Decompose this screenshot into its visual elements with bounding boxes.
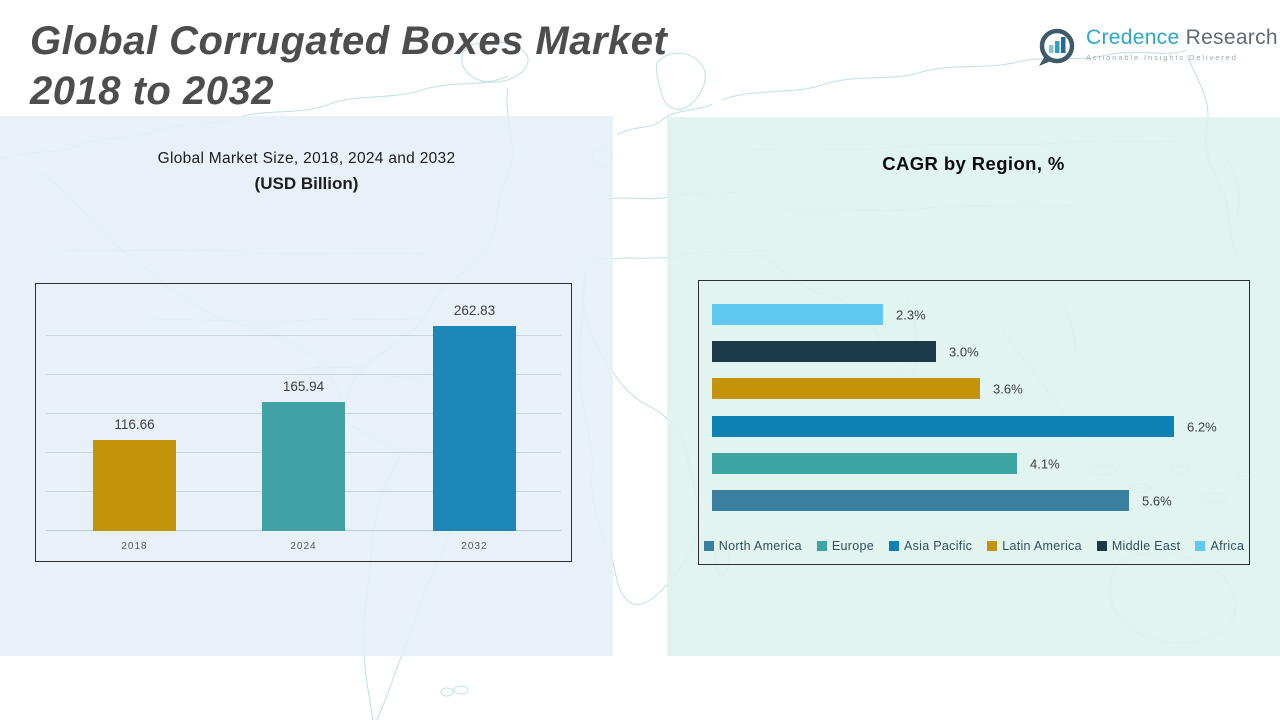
legend-label: Asia Pacific: [903, 539, 973, 553]
market-size-category-label: 2024: [290, 541, 317, 552]
cagr-chart: 2.3% 3.0% 3.6% 6.2% 4.1% 5.6% North America Eu…: [698, 280, 1250, 565]
cagr-bar-latin-america: [712, 378, 980, 399]
legend-swatch: [987, 541, 998, 551]
legend-swatch: [1096, 541, 1107, 551]
market-size-category-label: 2032: [461, 541, 488, 552]
market-size-subtitle-text: (USD Billion): [254, 174, 359, 193]
cagr-bar-asia-pacific: [712, 416, 1174, 437]
cagr-bar-middle-east: [712, 341, 936, 362]
legend-swatch: [1195, 541, 1206, 551]
market-size-chart: 116.66 2018 165.94 2024 262.83 2032: [35, 283, 572, 562]
logo-brand-primary: Credence: [1086, 26, 1180, 49]
legend-item-africa: Africa: [1195, 539, 1244, 553]
legend-label: Europe: [831, 539, 874, 553]
legend-swatch: [816, 541, 827, 551]
legend-item-north-america: North America: [703, 539, 802, 553]
cagr-value-label: 3.0%: [949, 344, 979, 359]
cagr-chart-title: CAGR by Region, %: [882, 153, 1065, 174]
gridline: [46, 335, 561, 336]
market-size-value-label: 165.94: [282, 379, 325, 394]
market-size-bar-2018: [93, 440, 176, 531]
cagr-value-label: 3.6%: [993, 381, 1023, 396]
market-size-value-label: 262.83: [453, 303, 496, 318]
gridline: [46, 374, 561, 375]
cagr-value-label: 5.6%: [1142, 493, 1172, 508]
logo-tagline: Actionable Insights Delivered: [1086, 53, 1238, 62]
legend-label: Latin America: [1002, 539, 1082, 553]
cagr-value-label: 4.1%: [1030, 456, 1060, 471]
market-size-value-label: 116.66: [114, 417, 155, 432]
credence-research-logo: Credence Research Actionable Insights De…: [1036, 26, 1278, 68]
page-title-line1: Global Corrugated Boxes Market: [30, 19, 668, 63]
market-size-plot-area: 116.66 2018 165.94 2024 262.83 2032: [36, 284, 571, 561]
cagr-value-label: 6.2%: [1187, 419, 1217, 434]
market-size-bar-2032: [433, 326, 516, 531]
cagr-bar-africa: [712, 304, 883, 325]
legend-item-latin-america: Latin America: [987, 539, 1082, 553]
legend-swatch: [888, 541, 899, 551]
legend-label: Africa: [1210, 539, 1245, 553]
page-title-line2: 2018 to 2032: [30, 69, 274, 113]
legend-label: North America: [718, 539, 802, 553]
logo-bar-chart-bubble-icon: [1039, 28, 1075, 66]
legend-label: Middle East: [1111, 539, 1181, 553]
market-size-bar-2024: [262, 402, 345, 531]
market-size-category-label: 2018: [121, 541, 148, 552]
legend-swatch: [703, 541, 714, 551]
legend-item-europe: Europe: [816, 539, 874, 553]
cagr-bar-europe: [712, 453, 1017, 474]
logo-brand-secondary: Research: [1185, 26, 1278, 49]
cagr-bar-north-america: [712, 490, 1129, 511]
market-size-title-text: Global Market Size, 2018, 2024 and 2032: [157, 150, 456, 167]
cagr-plot-area: 2.3% 3.0% 3.6% 6.2% 4.1% 5.6%: [699, 281, 1249, 564]
legend-item-middle-east: Middle East: [1096, 539, 1181, 553]
market-size-panel: Global Market Size, 2018, 2024 and 2032 …: [0, 116, 613, 656]
page-title: Global Corrugated Boxes Market 2018 to 2…: [30, 16, 667, 116]
logo-brand-name: Credence Research: [1086, 26, 1278, 50]
cagr-legend: North America Europe Asia Pacific Latin Ame…: [699, 539, 1249, 553]
market-size-chart-title: Global Market Size, 2018, 2024 and 2032 …: [0, 150, 613, 194]
legend-item-asia-pacific: Asia Pacific: [888, 539, 973, 553]
cagr-value-label: 2.3%: [896, 307, 926, 322]
